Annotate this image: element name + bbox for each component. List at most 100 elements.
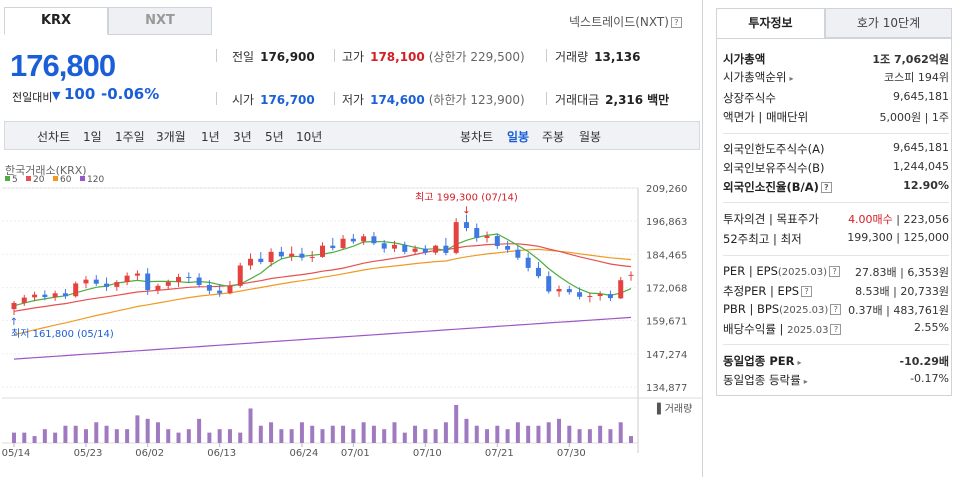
label: 매매단위 (765, 110, 809, 124)
candle-body (134, 273, 140, 276)
stat-label: 거래대금 (555, 93, 600, 107)
value: 2.55% (914, 321, 949, 334)
candle-body (93, 279, 99, 284)
volume-bar (485, 429, 490, 443)
x-tick-label: 07/10 (413, 448, 442, 459)
candle-body (463, 222, 469, 229)
candle-body (196, 277, 202, 286)
value: 코스피 194위 (884, 71, 949, 84)
candle-body (361, 236, 367, 242)
candle-body (289, 253, 295, 257)
help-icon[interactable]: ? (820, 182, 832, 193)
row-per: PER | EPS(2025.03)? 27.83배 | 6,353원 (723, 264, 949, 279)
x-tick-label: 07/30 (557, 448, 586, 459)
btn-line-chart[interactable]: 선차트 (37, 130, 71, 144)
volume-bar (12, 432, 16, 443)
stat-sub: (하한가 123,900) (428, 93, 525, 107)
candle-body (21, 297, 27, 303)
help-icon[interactable]: ? (801, 286, 813, 297)
help-icon[interactable]: ? (830, 324, 842, 335)
high-note: 최고 199,300 (07/14) (415, 192, 518, 204)
candle-body (422, 248, 428, 253)
volume-bar (258, 425, 263, 443)
candle-body (577, 292, 583, 297)
candle-body (535, 267, 541, 277)
nxt-link[interactable]: 넥스트레이드(NXT)? (569, 13, 682, 30)
btn-1day[interactable]: 1일 (83, 130, 102, 144)
stat-value: 2,316 (605, 93, 644, 107)
stat-label: 고가 (342, 50, 365, 64)
candle-body (268, 251, 274, 262)
caret-icon[interactable]: ▸ (803, 377, 808, 386)
volume-bar (238, 432, 243, 443)
btn-weekly[interactable]: 주봉 (542, 130, 565, 144)
help-icon[interactable]: ? (670, 17, 682, 28)
candle-body (258, 258, 264, 262)
candle-body (505, 245, 511, 250)
btn-10year[interactable]: 10년 (296, 130, 323, 144)
volume-bar (557, 418, 562, 443)
label-year: (2025.03) (777, 267, 828, 278)
value: 483,761원 (893, 304, 949, 317)
volume-bar (22, 432, 27, 443)
nxt-link-label[interactable]: 넥스트레이드(NXT) (569, 15, 669, 29)
btn-daily[interactable]: 일봉 (507, 130, 530, 144)
help-icon[interactable]: ? (829, 266, 841, 277)
volume-bar (320, 429, 325, 443)
divider (216, 92, 217, 105)
candle-body (42, 294, 48, 298)
value: 4.00매수 (848, 213, 893, 226)
y-tick-label: 159,671 (646, 317, 687, 328)
volume-bar (248, 408, 253, 443)
candle-body (515, 249, 521, 258)
candle-body (453, 222, 459, 253)
volume-bar (279, 429, 284, 443)
volume-bar (83, 429, 88, 443)
label: 목표주가 (776, 212, 819, 226)
low-arrow-icon: ↑ (10, 317, 18, 328)
stat-volume: 거래량 13,136 (555, 48, 640, 65)
volume-bar (402, 432, 407, 443)
row-mcap: 시가총액 1조 7,062억원 (723, 51, 949, 67)
tab-nxt[interactable]: NXT (108, 7, 212, 35)
stat-value: 13,136 (594, 50, 641, 64)
candle-body (371, 236, 377, 244)
volume-label: ▌거래량 (656, 402, 692, 415)
volume-bar (186, 429, 191, 443)
candle-body (597, 294, 603, 296)
label-year: (2025.03) (779, 305, 829, 316)
volume-bar (135, 415, 140, 443)
btn-1week[interactable]: 1주일 (115, 130, 145, 144)
stock-chart[interactable]: 한국거래소(KRX) 5 20 60 120 209,260 196,863 184,46… (0, 150, 703, 477)
caret-icon[interactable]: ▸ (789, 74, 794, 83)
volume-bar (382, 429, 387, 443)
caret-icon[interactable]: ▸ (797, 358, 802, 367)
volume-bar (125, 429, 130, 443)
divider (723, 133, 949, 134)
btn-3year[interactable]: 3년 (233, 130, 252, 144)
tab-orderbook[interactable]: 호가 10단계 (825, 8, 952, 38)
candle-body (587, 295, 593, 297)
legend-swatch (80, 176, 85, 181)
volume-bar (474, 425, 479, 443)
btn-1year[interactable]: 1년 (201, 130, 220, 144)
candle-body (628, 274, 634, 276)
y-tick-label: 172,068 (646, 284, 687, 295)
y-tick-label: 134,877 (646, 383, 687, 394)
btn-candle[interactable]: 봉차트 (460, 130, 494, 144)
value: 27.83배 (855, 266, 897, 279)
volume-bar (443, 422, 448, 443)
volume-bar (608, 429, 613, 443)
value: -0.17% (910, 372, 949, 385)
tab-investment-info[interactable]: 투자정보 (716, 8, 825, 38)
tab-krx[interactable]: KRX (4, 7, 108, 35)
candle-body (248, 258, 254, 266)
btn-3month[interactable]: 3개월 (156, 130, 186, 144)
x-tick-label: 05/23 (74, 448, 103, 459)
btn-5year[interactable]: 5년 (265, 130, 284, 144)
help-icon[interactable]: ? (830, 304, 842, 315)
candle-body (217, 290, 223, 294)
volume-bar (114, 429, 119, 443)
volume-bar (299, 422, 304, 443)
btn-monthly[interactable]: 월봉 (579, 130, 602, 144)
